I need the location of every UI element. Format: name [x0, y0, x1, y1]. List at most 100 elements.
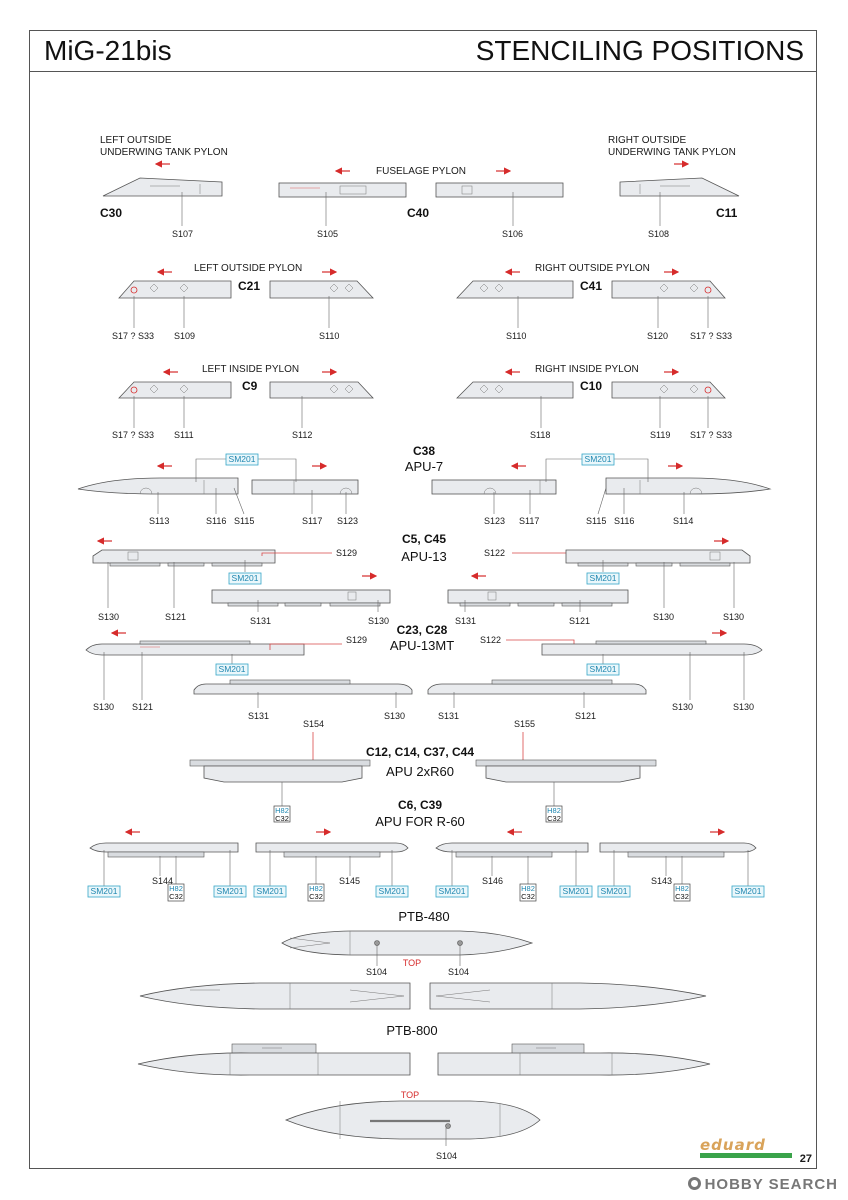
section-name: PTB-800: [386, 1023, 437, 1038]
stencil-label: S123: [337, 516, 358, 526]
launcher-part: [431, 479, 557, 495]
launcher-part: [89, 842, 239, 853]
apu-7-section: C38 APU-7 SM201 S113 S116 S115 S117 S123…: [77, 444, 772, 526]
pylon-part: [269, 280, 374, 299]
svg-text:SM201: SM201: [217, 886, 244, 896]
pylon-part: [278, 182, 407, 198]
stencil-tag: [519, 883, 537, 902]
part-code: C6, C39: [398, 798, 442, 812]
launcher-part: [605, 477, 772, 495]
top-note: TOP: [403, 958, 421, 968]
stencil-tag: [307, 883, 325, 902]
drop-tank: [281, 930, 534, 956]
launcher-part: [203, 765, 363, 783]
right-inside-pylon: RIGHT INSIDE PYLON C10 S118 S119 S17 ? S…: [456, 364, 732, 440]
part-code: C38: [413, 444, 435, 458]
eduard-logo: eduard: [700, 1136, 766, 1154]
svg-text:C32: C32: [675, 892, 689, 901]
launcher-part: [92, 549, 276, 564]
stencil-label: S123: [484, 516, 505, 526]
stencil-label: S129: [336, 548, 357, 558]
left-outside-pylon: LEFT OUTSIDE PYLON C21 S17 ? S33 S109 S1…: [112, 263, 374, 341]
stencil-label: S118: [530, 430, 550, 440]
stencil-label: S146: [482, 876, 503, 886]
stencil-label: S117: [302, 516, 322, 526]
stencil-tag: [545, 805, 563, 823]
stencil-label: S113: [149, 516, 169, 526]
section-title: LEFT INSIDE PYLON: [202, 364, 299, 375]
stencil-label: S106: [502, 229, 523, 239]
pylon-part: [456, 280, 574, 299]
svg-text:H82: H82: [169, 884, 183, 893]
stencil-label: S17 ? S33: [690, 430, 732, 440]
watermark-text: HOBBY SEARCH: [704, 1176, 838, 1193]
launcher-part: [447, 589, 629, 604]
stencil-label: S131: [438, 711, 459, 721]
launcher-part: [189, 759, 371, 767]
part-code: C30: [100, 206, 122, 220]
section-name: PTB-480: [398, 909, 449, 924]
launcher-part: [85, 643, 305, 656]
section-title: RIGHT INSIDE PYLON: [535, 364, 639, 375]
stencil-tag: [253, 885, 287, 898]
stencil-label: S17 ? S33: [112, 331, 154, 341]
stencil-tag: [673, 883, 691, 902]
stencil-label: S130: [384, 711, 405, 721]
stencil-label: S116: [206, 516, 226, 526]
pylon-part: [435, 182, 564, 198]
part-code: C21: [238, 279, 260, 293]
stencil-tag: [731, 885, 765, 898]
header-divider: [29, 71, 817, 72]
stencil-label: S114: [673, 516, 693, 526]
launcher-part: [427, 683, 647, 695]
drop-tank: [437, 1052, 711, 1076]
stencil-tag: [225, 453, 259, 466]
stencil-tag: [559, 885, 593, 898]
stencil-label: S145: [339, 876, 360, 886]
section-name: APU-13: [401, 549, 447, 564]
gear-icon: [687, 1177, 701, 1190]
stencil-label: S116: [614, 516, 634, 526]
part-code: C40: [407, 206, 429, 220]
launcher-part: [541, 643, 763, 656]
apu-r60-section: C6, C39 APU FOR R-60 S144 S145 S146 S143: [87, 798, 765, 902]
svg-text:H82: H82: [547, 806, 561, 815]
stencil-label: S130: [733, 702, 754, 712]
stencil-label: S130: [672, 702, 693, 712]
svg-text:SM201: SM201: [563, 886, 590, 896]
launcher-part: [77, 477, 239, 495]
stencil-label: S115: [586, 516, 606, 526]
stencil-label: S17 ? S33: [112, 430, 154, 440]
left-inside-pylon: LEFT INSIDE PYLON C9 S17 ? S33 S111 S112: [112, 364, 374, 440]
svg-text:SM201: SM201: [232, 573, 259, 583]
ptb-480-section: PTB-480 TOP S104 S104: [139, 909, 707, 1010]
section-name: APU-13MT: [390, 638, 454, 653]
svg-text:SM201: SM201: [601, 886, 628, 896]
stencil-label: S130: [723, 612, 744, 622]
pylon-part: [269, 381, 374, 399]
stencil-label: S110: [506, 331, 526, 341]
stencil-tag: [435, 885, 469, 898]
section-title: RIGHT OUTSIDE PYLON: [535, 263, 650, 274]
drop-tank: [137, 1052, 411, 1076]
svg-text:SM201: SM201: [257, 886, 284, 896]
stencil-label: S105: [317, 229, 338, 239]
stencil-label: S104: [436, 1151, 457, 1161]
svg-text:SM201: SM201: [585, 454, 612, 464]
stencil-label: S121: [575, 711, 596, 721]
fuselage-pylon: FUSELAGE PYLON C40 S105 S106: [278, 166, 564, 239]
stencil-label: S108: [648, 229, 669, 239]
stencil-tag: [273, 805, 291, 823]
watermark: HOBBY SEARCH: [687, 1176, 838, 1193]
stencil-label: S130: [93, 702, 114, 712]
section-name: APU 2xR60: [386, 764, 454, 779]
pylon-part: [611, 381, 726, 399]
stencil-label: S131: [248, 711, 269, 721]
svg-text:SM201: SM201: [439, 886, 466, 896]
apu-2xr60-section: S154 S155 C12, C14, C37, C44 APU 2xR60 H…: [189, 719, 657, 823]
part-code: C23, C28: [397, 623, 448, 637]
svg-text:SM201: SM201: [229, 454, 256, 464]
stencil-label: S117: [519, 516, 539, 526]
stencil-tag: [213, 885, 247, 898]
svg-text:SM201: SM201: [735, 886, 762, 896]
